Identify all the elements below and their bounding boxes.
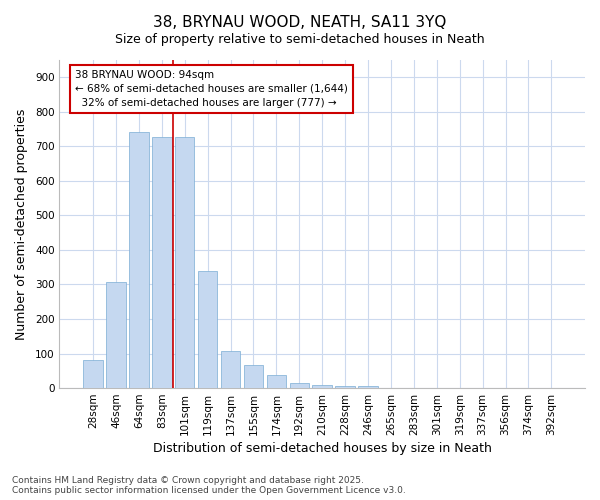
Bar xyxy=(175,136,194,388)
Bar xyxy=(83,360,103,388)
Text: Size of property relative to semi-detached houses in Neath: Size of property relative to semi-detach… xyxy=(115,32,485,46)
Text: 38, BRYNAU WOOD, NEATH, SA11 3YQ: 38, BRYNAU WOOD, NEATH, SA11 3YQ xyxy=(154,15,446,30)
Bar xyxy=(106,282,126,388)
Bar xyxy=(221,351,240,388)
Text: 38 BRYNAU WOOD: 94sqm
← 68% of semi-detached houses are smaller (1,644)
  32% of: 38 BRYNAU WOOD: 94sqm ← 68% of semi-deta… xyxy=(75,70,348,108)
Bar xyxy=(198,270,217,388)
Bar xyxy=(313,384,332,388)
Bar xyxy=(266,375,286,388)
Bar xyxy=(129,132,149,388)
Bar xyxy=(290,383,309,388)
X-axis label: Distribution of semi-detached houses by size in Neath: Distribution of semi-detached houses by … xyxy=(153,442,491,455)
Text: Contains HM Land Registry data © Crown copyright and database right 2025.
Contai: Contains HM Land Registry data © Crown c… xyxy=(12,476,406,495)
Bar xyxy=(244,364,263,388)
Bar xyxy=(152,136,172,388)
Y-axis label: Number of semi-detached properties: Number of semi-detached properties xyxy=(15,108,28,340)
Bar xyxy=(358,386,378,388)
Bar xyxy=(335,386,355,388)
